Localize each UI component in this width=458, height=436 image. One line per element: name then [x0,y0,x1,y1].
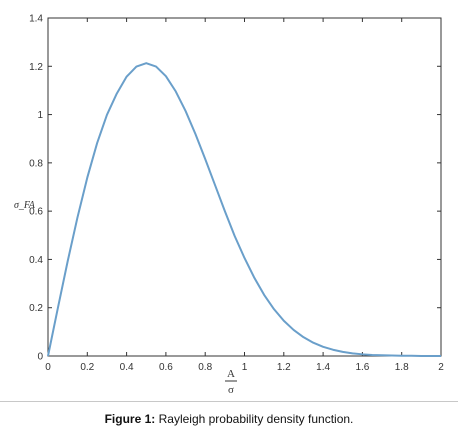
tick-labels: 0 0.2 0.4 0.6 0.8 1 1.2 1.4 1.6 1.8 2 0 0.2 0.4 0.6 0.8… [29,14,444,374]
axes-box [47,17,442,357]
x-tick-label: 1.6 [355,362,369,373]
x-tick-label: 0 [45,362,51,373]
y-tick-label: 1 [37,110,43,121]
plot-frame [47,17,442,357]
rayleigh-chart: 0 0.2 0.4 0.6 0.8 1 1.2 1.4 1.6 1.8 2 0 0.2 0.4 0.6 0.8… [14,14,444,397]
y-tick-label: 1.4 [29,14,43,25]
y-tick-label: 0.8 [29,158,43,169]
caption-divider [0,401,458,402]
x-tick-label: 1.8 [395,362,409,373]
x-tick-label: 0.2 [80,362,94,373]
y-tick-label: 1.2 [29,62,43,73]
y-tick-label: 0.4 [29,255,43,266]
figure-caption: Figure 1: Rayleigh probability density f… [0,412,458,426]
x-axis-label-numerator: A [227,368,235,380]
y-tick-label: 0.6 [29,207,43,218]
x-tick-label: 0.8 [198,362,212,373]
y-tick-label: 0 [37,352,43,363]
rayleigh-curve [47,62,441,357]
x-tick-label: 0.4 [120,362,134,373]
x-tick-label: 1 [242,362,248,373]
caption-label: Figure 1: [104,412,156,426]
x-tick-label: 0.6 [159,362,173,373]
x-tick-label: 1.2 [277,362,291,373]
x-axis-label-denominator: σ [228,384,234,396]
x-tick-label: 1.4 [316,362,330,373]
x-tick-label: 2 [438,362,444,373]
caption-text: Rayleigh probability density function. [155,412,354,426]
tick-marks [47,17,442,357]
y-tick-label: 0.2 [29,303,43,314]
y-axis-label: σ_FA [14,200,36,211]
